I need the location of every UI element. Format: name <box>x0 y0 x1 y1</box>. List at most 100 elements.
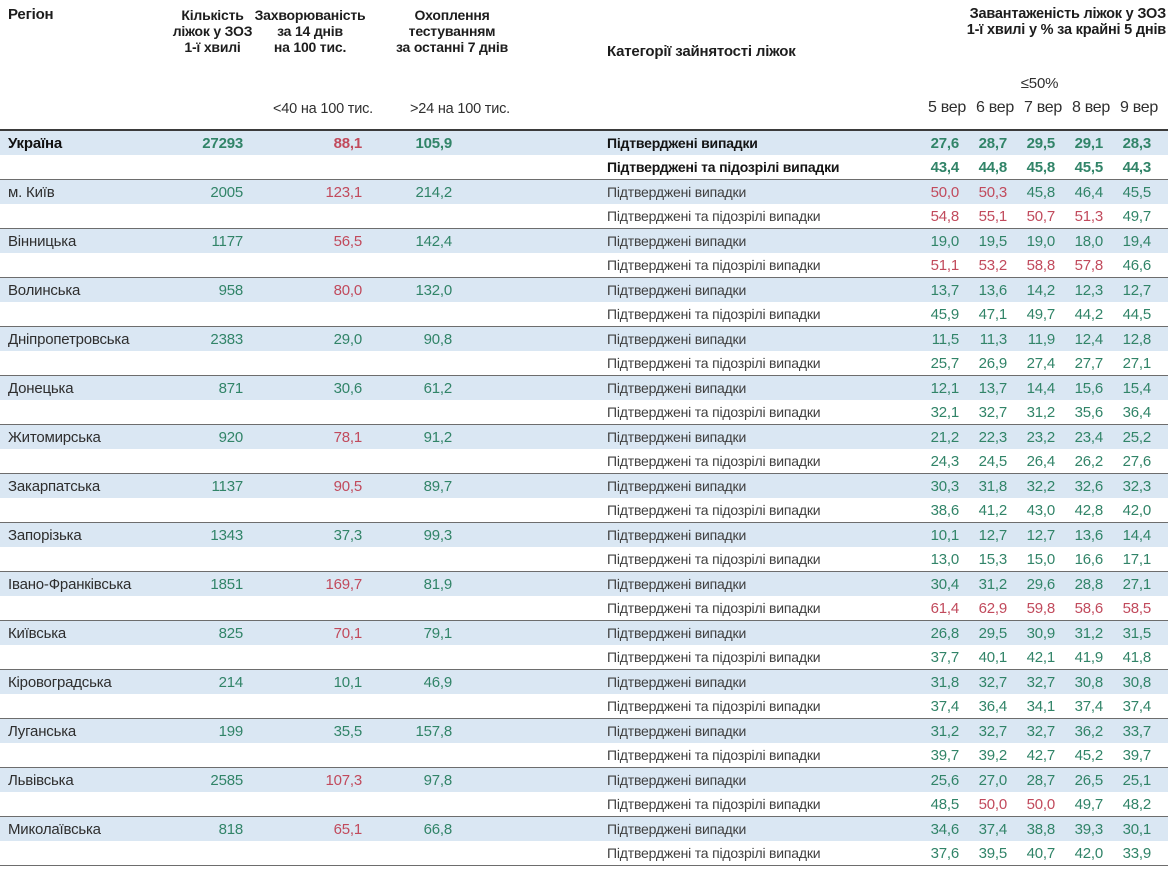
testing-coverage-cell: 66,8 <box>423 820 453 838</box>
category-label-cell: Підтверджені та підозрілі випадки <box>607 796 821 812</box>
testing-coverage-cell: 132,0 <box>415 281 452 299</box>
incidence-cell: 90,5 <box>333 477 363 495</box>
category-label-cell: Підтверджені випадки <box>607 135 758 151</box>
table-body: Україна 27293 88,1 105,9 Підтверджені ви… <box>0 129 1168 866</box>
occupancy-value-cell: 34,6 <box>930 820 960 838</box>
occupancy-value-cell: 42,0 <box>1122 501 1152 519</box>
table-row-confirmed: Київська 825 70,1 79,1 Підтверджені випа… <box>0 621 1168 645</box>
occupancy-value-cell: 39,2 <box>978 746 1008 764</box>
occupancy-value-cell: 13,6 <box>1074 526 1104 544</box>
region-name-cell: Запорізька <box>8 526 82 544</box>
occupancy-value-cell: 15,3 <box>978 550 1008 568</box>
occupancy-value-cell: 41,2 <box>978 501 1008 519</box>
table-row-confirmed: Запорізька 1343 37,3 99,3 Підтверджені в… <box>0 523 1168 547</box>
occupancy-value-cell: 26,2 <box>1074 452 1104 470</box>
category-label-cell: Підтверджені випадки <box>607 674 747 690</box>
table-row-confirmed-suspected: Підтверджені та підозрілі випадки 13,0 1… <box>0 547 1168 571</box>
category-label-cell: Підтверджені випадки <box>607 429 747 445</box>
table-row-confirmed-suspected: Підтверджені та підозрілі випадки 37,6 3… <box>0 841 1168 865</box>
occupancy-value-cell: 31,2 <box>978 575 1008 593</box>
occupancy-value-cell: 45,5 <box>1122 183 1152 201</box>
occupancy-value-cell: 42,1 <box>1026 648 1056 666</box>
region-block: Вінницька 1177 56,5 142,4 Підтверджені в… <box>0 228 1168 277</box>
testing-coverage-cell: 81,9 <box>423 575 453 593</box>
occupancy-value-cell: 30,8 <box>1074 673 1104 691</box>
incidence-cell: 10,1 <box>333 673 363 691</box>
occupancy-value-cell: 15,0 <box>1026 550 1056 568</box>
region-name-cell: Україна <box>8 134 62 152</box>
occupancy-value-cell: 12,7 <box>1026 526 1056 544</box>
category-label-cell: Підтверджені випадки <box>607 772 747 788</box>
region-block: Волинська 958 80,0 132,0 Підтверджені ви… <box>0 277 1168 326</box>
category-label-cell: Підтверджені та підозрілі випадки <box>607 208 821 224</box>
occupancy-value-cell: 48,5 <box>930 795 960 813</box>
occupancy-value-cell: 32,7 <box>978 673 1008 691</box>
table-row-confirmed: Миколаївська 818 65,1 66,8 Підтверджені … <box>0 817 1168 841</box>
occupancy-value-cell: 14,4 <box>1026 379 1056 397</box>
beds-count-cell: 199 <box>218 722 244 740</box>
region-block: Івано-Франківська 1851 169,7 81,9 Підтве… <box>0 571 1168 620</box>
occupancy-value-cell: 26,8 <box>930 624 960 642</box>
occupancy-value-cell: 50,7 <box>1026 207 1056 225</box>
region-block: Україна 27293 88,1 105,9 Підтверджені ви… <box>0 129 1168 179</box>
region-block: Запорізька 1343 37,3 99,3 Підтверджені в… <box>0 522 1168 571</box>
occupancy-value-cell: 31,2 <box>930 722 960 740</box>
date-column-headers: 5 вер 6 вер 7 вер 8 вер 9 вер <box>928 99 1168 117</box>
occupancy-value-cell: 32,7 <box>1026 722 1056 740</box>
table-row-confirmed-suspected: Підтверджені та підозрілі випадки 48,5 5… <box>0 792 1168 816</box>
occupancy-value-cell: 27,1 <box>1122 354 1152 372</box>
occupancy-value-cell: 15,6 <box>1074 379 1104 397</box>
occupancy-value-cell: 43,4 <box>930 158 960 176</box>
occupancy-value-cell: 12,4 <box>1074 330 1104 348</box>
table-row-confirmed-suspected: Підтверджені та підозрілі випадки 37,7 4… <box>0 645 1168 669</box>
date-header: 6 вер <box>976 99 1014 116</box>
occupancy-value-cell: 30,3 <box>930 477 960 495</box>
beds-count-cell: 920 <box>218 428 244 446</box>
header-bed-occupancy-percent: Завантаженість ліжок у ЗОЗ 1-ї хвилі у %… <box>966 6 1166 38</box>
table-row-confirmed-suspected: Підтверджені та підозрілі випадки 25,7 2… <box>0 351 1168 375</box>
occupancy-value-cell: 21,2 <box>930 428 960 446</box>
occupancy-value-cell: 35,6 <box>1074 403 1104 421</box>
beds-count-cell: 1851 <box>210 575 243 593</box>
occupancy-value-cell: 47,1 <box>978 305 1008 323</box>
testing-coverage-cell: 90,8 <box>423 330 453 348</box>
occupancy-value-cell: 38,8 <box>1026 820 1056 838</box>
table-row-confirmed-suspected: Підтверджені та підозрілі випадки 61,4 6… <box>0 596 1168 620</box>
region-block: Донецька 871 30,6 61,2 Підтверджені випа… <box>0 375 1168 424</box>
occupancy-value-cell: 43,0 <box>1026 501 1056 519</box>
table-row-confirmed-suspected: Підтверджені та підозрілі випадки 24,3 2… <box>0 449 1168 473</box>
occupancy-value-cell: 44,3 <box>1122 158 1152 176</box>
table-row-confirmed-suspected: Підтверджені та підозрілі випадки 45,9 4… <box>0 302 1168 326</box>
occupancy-value-cell: 30,9 <box>1026 624 1056 642</box>
occupancy-value-cell: 46,6 <box>1122 256 1152 274</box>
region-name-cell: Волинська <box>8 281 81 299</box>
category-label-cell: Підтверджені випадки <box>607 576 747 592</box>
occupancy-value-cell: 29,5 <box>978 624 1008 642</box>
table-row-confirmed: Львівська 2585 107,3 97,8 Підтверджені в… <box>0 768 1168 792</box>
table-row-confirmed-suspected: Підтверджені та підозрілі випадки 43,4 4… <box>0 155 1168 179</box>
occupancy-value-cell: 42,8 <box>1074 501 1104 519</box>
beds-count-cell: 958 <box>218 281 244 299</box>
occupancy-value-cell: 39,5 <box>978 844 1008 862</box>
region-block: Львівська 2585 107,3 97,8 Підтверджені в… <box>0 767 1168 816</box>
beds-count-cell: 214 <box>218 673 244 691</box>
occupancy-value-cell: 44,2 <box>1074 305 1104 323</box>
occupancy-value-cell: 13,0 <box>930 550 960 568</box>
table-row-confirmed: Волинська 958 80,0 132,0 Підтверджені ви… <box>0 278 1168 302</box>
testing-coverage-cell: 79,1 <box>423 624 453 642</box>
region-name-cell: Донецька <box>8 379 74 397</box>
occupancy-value-cell: 27,0 <box>978 771 1008 789</box>
incidence-cell: 88,1 <box>333 134 363 152</box>
incidence-cell: 30,6 <box>333 379 363 397</box>
category-label-cell: Підтверджені та підозрілі випадки <box>607 257 821 273</box>
header-bed-occupancy-categories: Категорії зайнятості ліжок <box>607 43 796 60</box>
occupancy-value-cell: 49,7 <box>1026 305 1056 323</box>
beds-count-cell: 27293 <box>202 134 243 152</box>
occupancy-value-cell: 30,4 <box>930 575 960 593</box>
table-row-confirmed-suspected: Підтверджені та підозрілі випадки 38,6 4… <box>0 498 1168 522</box>
region-block: Дніпропетровська 2383 29,0 90,8 Підтверд… <box>0 326 1168 375</box>
region-block: Миколаївська 818 65,1 66,8 Підтверджені … <box>0 816 1168 865</box>
occupancy-value-cell: 32,3 <box>1122 477 1152 495</box>
occupancy-value-cell: 37,6 <box>930 844 960 862</box>
category-label-cell: Підтверджені випадки <box>607 233 747 249</box>
